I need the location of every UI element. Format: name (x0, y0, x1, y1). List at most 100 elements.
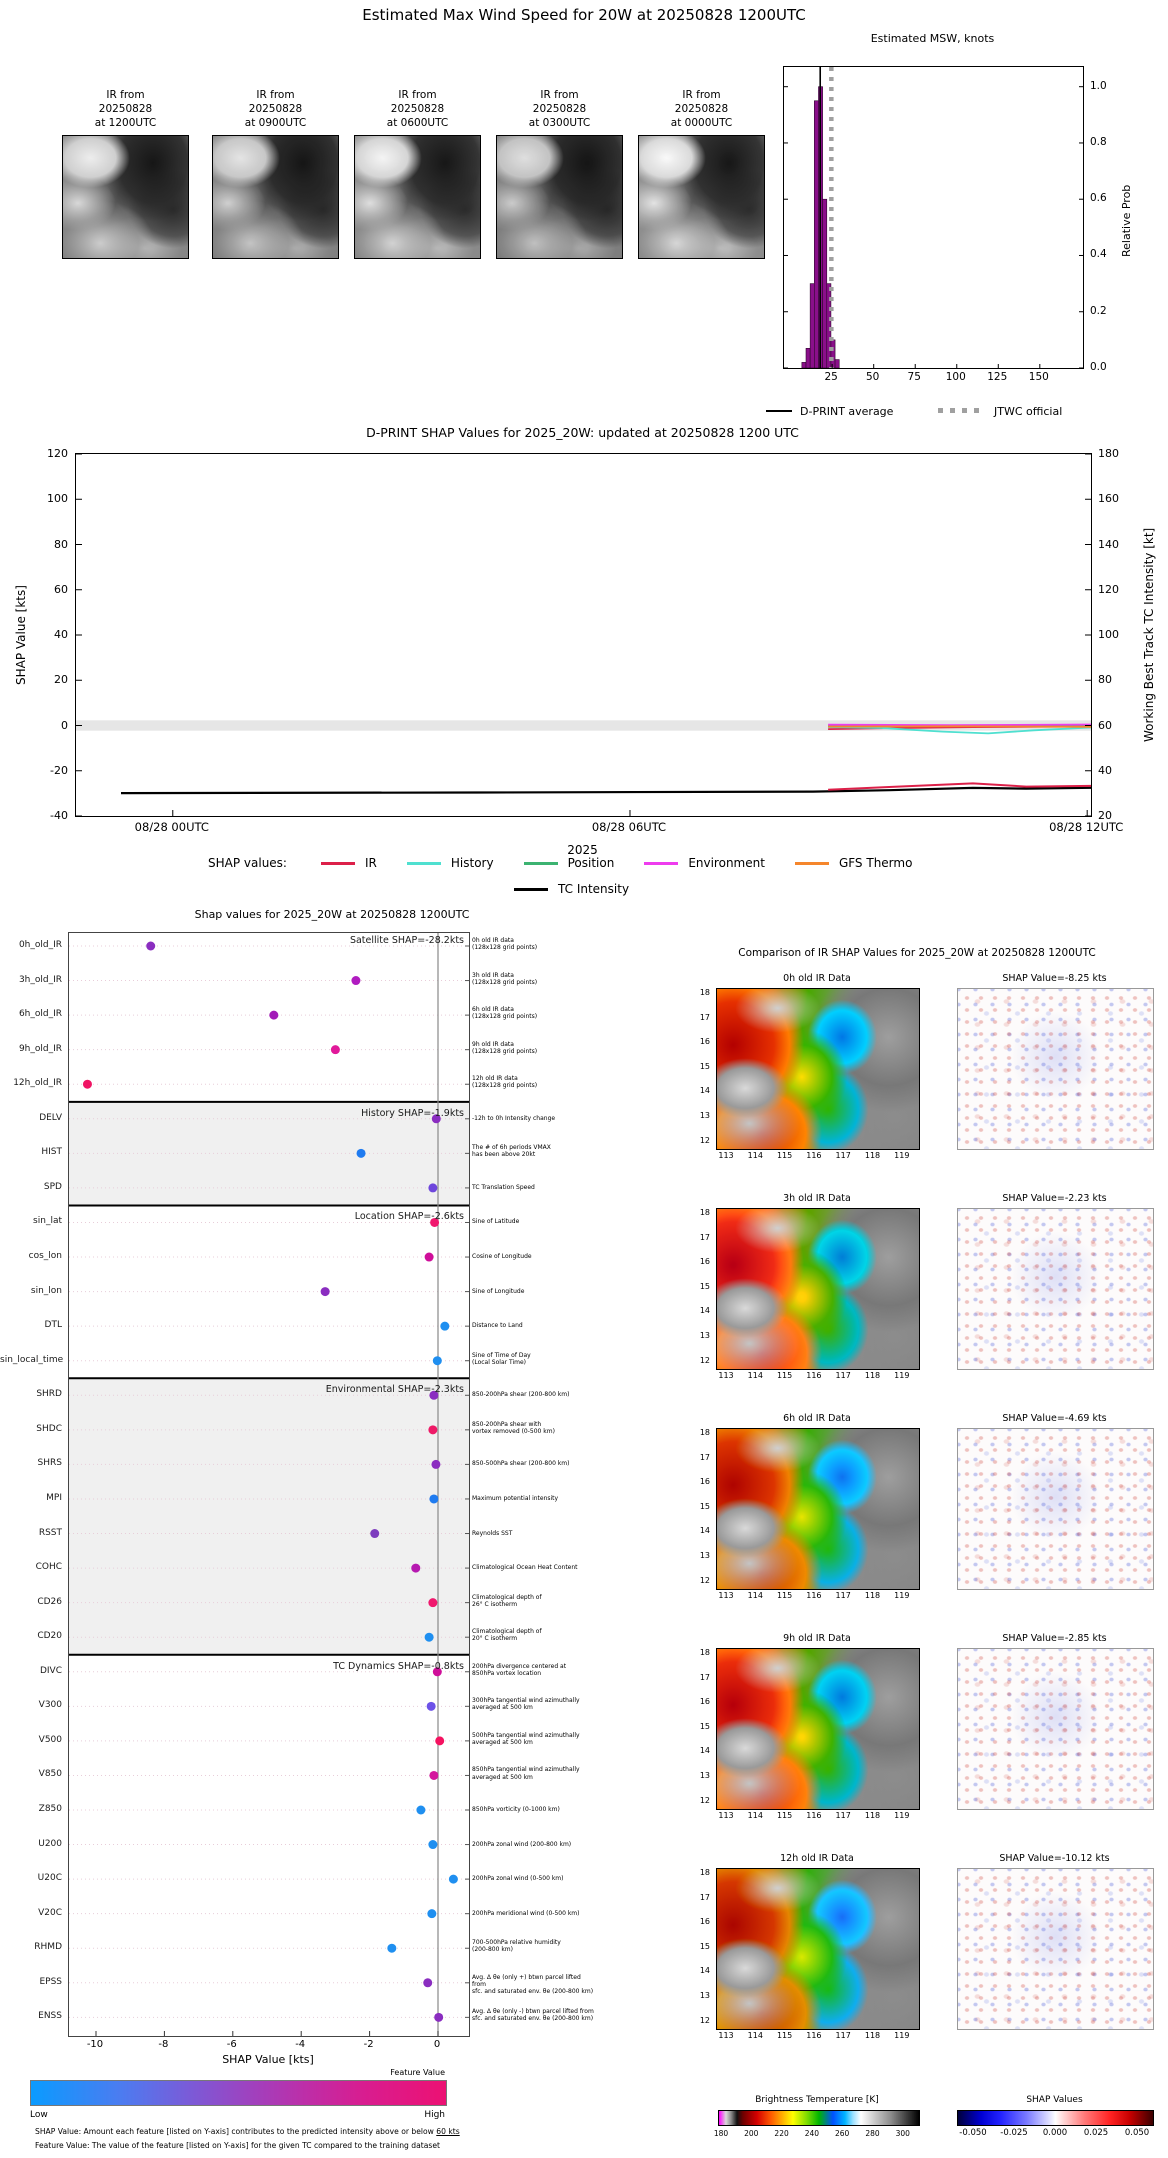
ir-thumbnail-image (62, 134, 189, 259)
feature-desc-DIVC: 200hPa divergence centered at 850hPa vor… (472, 1662, 567, 1677)
ir-map-ytick: 18 (699, 1208, 710, 1217)
ir-map-xtick: 115 (776, 1591, 793, 1600)
timeseries-legend-item: Environment (644, 856, 765, 870)
ir-map-ytick: 17 (699, 1672, 710, 1682)
brightness-temperature-colorbar-label: Brightness Temperature [K] (755, 2095, 879, 2105)
feature-panel-canvas (69, 933, 469, 2036)
feature-desc-U200: 200hPa zonal wind (200-800 km) (472, 1840, 572, 1848)
ir-thumbnail: IR from 20250828 at 0000UTC (638, 88, 765, 259)
feature-desc-cos_lon: Cosine of Longitude (472, 1253, 532, 1261)
ir-map-xtick: 114 (747, 1591, 763, 1600)
feature-desc-sin_local_time: Sine of Time of Day (Local Solar Time) (472, 1351, 531, 1366)
feature-name-sin_lat: sin_lat (33, 1216, 62, 1227)
histogram-xtick: 25 (824, 371, 838, 383)
feature-desc-V300: 300hPa tangential wind azimuthally avera… (472, 1697, 580, 1712)
timeseries-right-ytick: 100 (1098, 628, 1119, 641)
feature-name-RSST: RSST (38, 1527, 62, 1538)
ir-thumbnail-label-line: IR from (106, 89, 145, 101)
ir-map-xtick: 118 (864, 1371, 881, 1380)
feature-desc-SPD: TC Translation Speed (472, 1183, 535, 1191)
feature-xtick: -4 (295, 2039, 306, 2050)
ir-thumbnail-label-line: at 0600UTC (386, 117, 449, 130)
feature-name-Z850: Z850 (38, 1804, 62, 1814)
feature-desc-V850: 850hPa tangential wind azimuthally avera… (472, 1766, 580, 1781)
feature-name-COHC: COHC (35, 1562, 62, 1573)
ir-map-ytick: 14 (699, 1966, 710, 1976)
ir-map-xtick: 117 (835, 1591, 851, 1600)
bt-colorbar-tick: 200 (744, 2129, 759, 2138)
ir-map-xtick: 115 (776, 1151, 793, 1160)
ir-thumbnail: IR from 20250828 at 0600UTC (354, 88, 481, 259)
timeseries-xlabel: 2025 (567, 843, 598, 857)
feature-name-SPD: SPD (43, 1181, 62, 1192)
ir-map-ytick: 14 (699, 1086, 710, 1096)
ir-map-xtick: 116 (806, 1811, 822, 1820)
feature-desc-EPSS: Avg. Δ θe (only +) btwn parcel lifted fr… (472, 1973, 594, 1995)
timeseries-right-ytick: 120 (1098, 582, 1119, 596)
feature-desc-SHRD: 850-200hPa shear (200-800 km) (472, 1391, 570, 1399)
timeseries-right-ytick: 140 (1098, 537, 1119, 551)
legend-item-label: History (450, 856, 494, 870)
histogram-xtick: 125 (987, 371, 1008, 383)
ir-thumbnail-label-line: 20250828 (390, 103, 445, 116)
bt-colorbar-tick: 240 (804, 2129, 820, 2138)
feature-name-HIST: HIST (41, 1147, 62, 1158)
feature-value-colorbar (30, 2080, 447, 2106)
feature-panel-plot (68, 932, 470, 2037)
feature-name-V500: V500 (38, 1734, 62, 1745)
bt-colorbar-tick: 180 (713, 2129, 729, 2138)
ir-thumbnail-label-line: 20250828 (532, 103, 587, 116)
ir-map-ytick: 17 (699, 1012, 710, 1022)
ir-map-ytick: 15 (699, 1721, 710, 1731)
ir-map-xtick: 114 (747, 2031, 763, 2040)
ir-map-ytick: 16 (699, 1917, 710, 1927)
ir-map-ytick: 15 (699, 1061, 710, 1071)
timeseries-left-ytick: -40 (50, 809, 68, 822)
feature-name-sin_lon: sin_lon (30, 1285, 62, 1296)
feature-xtick: -8 (158, 2039, 169, 2050)
feature-desc-RHMD: 700-500hPa relative humidity (200-800 km… (472, 1939, 561, 1954)
jtwc-official-legend-label: JTWC official (994, 405, 1063, 418)
ir-map-xtick: 118 (864, 1151, 881, 1160)
feature-desc-Z850: 850hPa vorticity (0-1000 km) (472, 1806, 560, 1813)
feature-desc-sin_lat: Sine of Latitude (472, 1218, 520, 1226)
timeseries-plot (75, 453, 1111, 817)
feature-name-sin_local_time: sin_local_time (0, 1354, 64, 1365)
feature-desc-DTL: Distance to Land (472, 1322, 523, 1330)
ir-map-xtick: 116 (806, 1591, 822, 1600)
ir-data-map (716, 1208, 920, 1370)
timeseries-left-ytick: -20 (50, 763, 68, 777)
histogram-title: Estimated MSW, knots (870, 32, 995, 45)
timeseries-canvas (76, 453, 1111, 817)
ir-thumbnail-label-line: at 1200UTC (94, 117, 157, 130)
ir-map-xtick: 117 (835, 1811, 851, 1820)
feature-name-0h_old_IR: 0h_old_IR (18, 940, 62, 950)
shap-colorbar-tick: 0.000 (1042, 2128, 1068, 2138)
ir-map-ytick: 13 (699, 1551, 710, 1560)
dprint-average-legend-label: D-PRINT average (800, 405, 894, 418)
feature-name-EPSS: EPSS (39, 1976, 62, 1987)
ir-map-ytick: 18 (699, 1868, 710, 1877)
section-label: Environmental SHAP=-2.3kts (325, 1384, 464, 1396)
histogram-ytick: 0.0 (1090, 361, 1107, 373)
ir-thumbnail: IR from 20250828 at 0900UTC (212, 88, 339, 259)
feature-xtick: 0 (433, 2039, 441, 2050)
feature-name-ENSS: ENSS (38, 2011, 62, 2022)
feature-desc-ENSS: Avg. Δ θe (only -) btwn parcel lifted fr… (472, 2008, 594, 2023)
feature-name-cos_lon: cos_lon (28, 1251, 62, 1262)
histogram-ytick: 0.8 (1090, 135, 1107, 148)
shap-values-map (957, 988, 1154, 1150)
shap-map-title: SHAP Value=-2.23 kts (1002, 1193, 1107, 1204)
footnote-feature-value: Feature Value: The value of the feature … (35, 2141, 440, 2150)
shap-values-map (957, 1208, 1154, 1370)
timeseries-left-ytick: 20 (54, 673, 68, 687)
timeseries-legend-item: History (406, 856, 494, 870)
ir-map-ytick: 17 (699, 1452, 710, 1462)
shap-values-map (957, 1868, 1154, 2030)
shap-map-title: SHAP Value=-2.85 kts (1002, 1633, 1107, 1644)
bt-colorbar-tick: 300 (895, 2129, 910, 2138)
feature-name-V850: V850 (38, 1769, 62, 1780)
feature-name-12h_old_IR: 12h_old_IR (13, 1078, 62, 1089)
histogram-xtick: 75 (907, 371, 921, 383)
timeseries-xtick: 08/28 12UTC (1049, 820, 1124, 834)
